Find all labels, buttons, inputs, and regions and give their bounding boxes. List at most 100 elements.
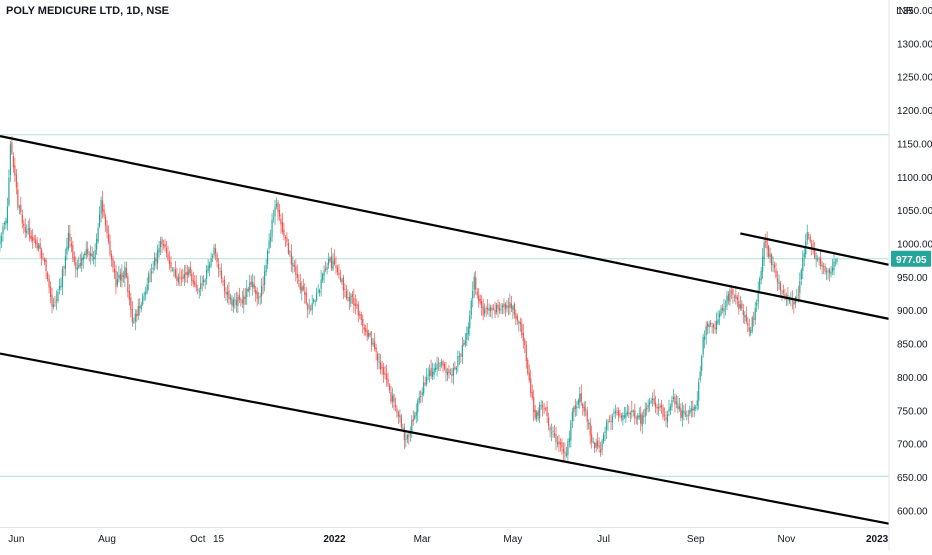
candle-body bbox=[432, 371, 434, 377]
candle-body bbox=[250, 281, 252, 285]
candle-body bbox=[742, 310, 744, 316]
candle-body bbox=[476, 291, 478, 296]
y-tick-label: 1000.00 bbox=[897, 239, 932, 250]
candle-body bbox=[148, 274, 150, 283]
y-tick-label: 1250.00 bbox=[897, 73, 932, 84]
candle-body bbox=[12, 155, 14, 168]
candle-body bbox=[60, 285, 62, 288]
candle-body bbox=[782, 290, 785, 293]
candle-body bbox=[536, 412, 538, 420]
candle-body bbox=[23, 223, 25, 227]
candle-body bbox=[504, 304, 507, 310]
trendline[interactable] bbox=[740, 232, 890, 266]
candle-body bbox=[85, 249, 87, 256]
candle-body bbox=[439, 364, 441, 367]
candle-body bbox=[463, 343, 465, 346]
candle-body bbox=[336, 267, 339, 273]
candle-body bbox=[497, 304, 499, 309]
candle-body bbox=[574, 405, 576, 409]
candle-body bbox=[585, 408, 587, 410]
candle-body bbox=[607, 421, 609, 423]
candle-body bbox=[498, 307, 501, 311]
last-price-label: 977.05 bbox=[896, 255, 927, 266]
candle-body bbox=[106, 225, 108, 234]
candle-body bbox=[203, 279, 205, 283]
candle-body bbox=[677, 403, 679, 409]
candle-body bbox=[67, 232, 69, 249]
candle-body bbox=[519, 321, 521, 325]
candle-body bbox=[643, 416, 645, 418]
candle-body bbox=[127, 276, 129, 293]
candle-body bbox=[577, 400, 579, 405]
candle-body bbox=[769, 253, 771, 258]
candle-body bbox=[253, 284, 255, 289]
candle-body bbox=[164, 243, 166, 248]
candle-body bbox=[377, 353, 379, 361]
candle-body bbox=[744, 315, 746, 318]
candle-body bbox=[207, 265, 209, 271]
x-tick-label: 2023 bbox=[866, 534, 889, 545]
candle-body bbox=[96, 238, 98, 250]
candle-body bbox=[256, 291, 258, 299]
candle-body bbox=[730, 291, 733, 293]
trendline[interactable] bbox=[0, 352, 890, 525]
candle-body bbox=[452, 368, 455, 376]
candle-body bbox=[464, 340, 466, 345]
candle-body bbox=[360, 314, 362, 321]
candle-body bbox=[348, 297, 350, 302]
candle-body bbox=[470, 300, 472, 315]
candle-body bbox=[668, 409, 670, 412]
candle-body bbox=[417, 401, 419, 413]
candle-body bbox=[70, 243, 72, 247]
candle-body bbox=[320, 279, 322, 289]
candle-body bbox=[613, 412, 615, 414]
candle-body bbox=[384, 372, 386, 375]
candle-body bbox=[467, 326, 469, 335]
candle-body bbox=[712, 324, 715, 328]
x-tick-label: Nov bbox=[778, 534, 796, 545]
candle-body bbox=[119, 274, 122, 281]
candle-body bbox=[455, 368, 457, 370]
candle-body bbox=[274, 206, 276, 217]
candle-body bbox=[146, 284, 148, 292]
x-tick-label: Jul bbox=[597, 534, 610, 545]
candle-body bbox=[678, 406, 680, 409]
candle-body bbox=[610, 421, 612, 422]
candle-body bbox=[351, 293, 353, 297]
candle-body bbox=[647, 404, 649, 408]
candle-body bbox=[195, 284, 197, 288]
candle-body bbox=[110, 253, 113, 260]
candle-body bbox=[469, 315, 471, 329]
candle-body bbox=[301, 286, 303, 292]
candle-body bbox=[295, 266, 297, 275]
candle-body bbox=[41, 250, 43, 259]
candle-body bbox=[420, 395, 422, 397]
candle-body bbox=[724, 305, 727, 307]
candle-body bbox=[705, 326, 707, 336]
candle-body bbox=[350, 295, 352, 304]
candle-body bbox=[599, 449, 602, 453]
candle-body bbox=[662, 407, 664, 417]
candle-body bbox=[104, 216, 107, 226]
candle-body bbox=[710, 322, 712, 325]
trendlines bbox=[0, 135, 890, 525]
candle-body bbox=[313, 299, 315, 302]
candle-body bbox=[299, 283, 301, 290]
candle-body bbox=[139, 306, 141, 308]
candle-body bbox=[644, 408, 646, 417]
candle-body bbox=[387, 378, 389, 385]
candle-body bbox=[762, 256, 764, 272]
candle-body bbox=[741, 303, 743, 309]
candle-body bbox=[359, 313, 361, 316]
candle-body bbox=[289, 251, 291, 254]
candle-body bbox=[424, 383, 426, 385]
candle-body bbox=[66, 246, 68, 255]
candle-body bbox=[556, 442, 559, 444]
candle-body bbox=[109, 241, 111, 255]
trendline[interactable] bbox=[0, 135, 890, 320]
candle-body bbox=[794, 297, 796, 305]
candle-body bbox=[808, 234, 810, 236]
candle-body bbox=[759, 279, 761, 290]
